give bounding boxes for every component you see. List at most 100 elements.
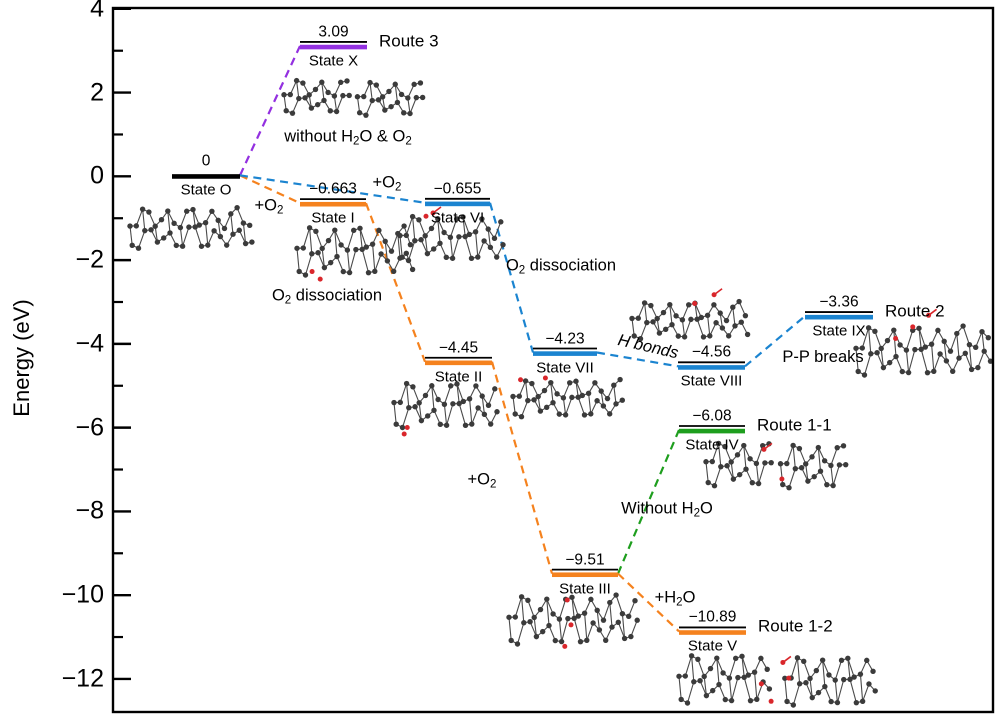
mol-state-viii-atom <box>744 331 751 338</box>
connector-i-to-ii <box>364 202 427 363</box>
mol-state-o-bond <box>205 222 209 246</box>
mol-state-viii-atom <box>673 313 679 319</box>
mol-state-vii-atom <box>562 412 569 418</box>
mol-state-x-atom <box>340 92 346 99</box>
mol-state-vii-atom <box>585 390 592 397</box>
mol-state-ii-atom <box>425 413 431 419</box>
mol-state-viii-atom <box>730 304 736 310</box>
mol-state-ix-atom <box>918 346 924 352</box>
mol-state-o-bond <box>137 230 146 249</box>
mol-state-vii-bond <box>518 380 527 397</box>
mol-state-x-atom <box>346 92 352 99</box>
mol-state-v-red-atom <box>758 681 764 687</box>
mol-state-v-atom <box>859 698 866 704</box>
mol-state-viii-atom <box>631 333 637 339</box>
mol-state-o-atom <box>217 233 224 240</box>
mol-state-ii-atom <box>485 402 492 408</box>
connector-viii-to-ix <box>744 315 806 368</box>
mol-state-ix-bond <box>868 327 872 354</box>
mol-state-iv-bond <box>830 447 838 466</box>
mol-state-v-atom <box>796 681 803 687</box>
mol-state-vi-bond <box>412 216 416 241</box>
mol-state-i-atom <box>365 269 372 276</box>
mol-state-iv-bond <box>743 445 747 470</box>
mol-state-x-atom <box>386 88 392 95</box>
mol-state-viii-red-atom <box>711 292 717 298</box>
mol-state-vi-atom <box>424 250 431 257</box>
mol-state-ii-bond <box>469 398 473 425</box>
mol-state-o-atom <box>196 222 202 228</box>
mol-state-v-bond <box>847 658 851 680</box>
mol-state-vii-atom <box>600 403 607 409</box>
mol-state-ix-atom <box>928 341 935 347</box>
mol-state-i-atom <box>363 244 369 250</box>
mol-state-ii-atom <box>406 405 412 411</box>
mol-state-ix-bond <box>920 349 929 373</box>
mol-state-i-bond <box>304 253 313 276</box>
mol-state-iv-red-atom <box>779 476 785 482</box>
mol-state-x-atom <box>356 110 363 116</box>
mol-state-v-atom <box>815 689 822 696</box>
mol-state-o-atom <box>177 224 184 231</box>
mol-state-viii-bond <box>639 322 648 339</box>
mol-state-iii-atom <box>569 594 575 600</box>
mol-state-v-atom <box>710 687 716 694</box>
mol-state-viii-atom <box>694 316 700 322</box>
mol-state-v-bond <box>836 679 845 703</box>
mol-state-iv-atom <box>780 481 786 488</box>
mol-state-ix-atom <box>956 355 962 361</box>
mol-state-vi-atom <box>475 254 481 260</box>
mol-state-vi-atom <box>431 246 437 252</box>
mol-state-vi-atom <box>435 216 441 222</box>
mol-state-v-atom <box>739 653 745 659</box>
mol-state-iv-atom <box>730 476 737 482</box>
mol-state-ix-atom <box>975 364 981 371</box>
plot-frame <box>111 6 995 714</box>
mol-state-iii-red-atom <box>564 597 570 603</box>
mol-state-x-atom <box>411 81 417 88</box>
mol-state-x-atom <box>361 93 367 100</box>
mol-state-v-atom <box>801 658 807 665</box>
mol-state-iii-bond <box>521 596 525 623</box>
mol-state-iii-bond <box>571 597 575 619</box>
mol-state-ix-atom <box>859 345 865 351</box>
mol-state-v-bond <box>728 658 737 679</box>
mol-state-o-atom <box>161 235 167 241</box>
mol-state-ii-atom <box>431 407 437 414</box>
mol-state-vi-atom <box>460 214 466 220</box>
mol-state-x-atom <box>319 79 325 85</box>
mol-state-i-red-atom <box>317 276 323 282</box>
mol-state-iv-atom <box>749 479 755 486</box>
mol-state-ii-atom <box>441 401 448 408</box>
mol-state-x-atom <box>401 110 407 116</box>
mol-state-i-bond <box>384 241 388 261</box>
mol-state-x-atom <box>392 81 398 87</box>
mol-state-vi-atom <box>481 238 487 244</box>
mol-state-v-atom <box>676 673 682 679</box>
mol-state-iii-bond <box>527 600 535 618</box>
mol-state-x-bond <box>409 97 417 114</box>
mol-state-viii-atom <box>675 333 681 339</box>
mol-state-iv-atom <box>805 478 811 484</box>
mol-state-i-bond <box>361 249 370 273</box>
mol-state-o-bond <box>129 226 133 246</box>
mol-state-ii-atom <box>435 396 441 403</box>
mol-state-v-bond <box>716 658 720 685</box>
mol-state-iii-bond <box>628 600 636 617</box>
mol-state-iv-atom <box>741 442 747 449</box>
mol-state-i-bond <box>315 231 323 249</box>
mol-state-v-atom <box>782 675 788 681</box>
mol-state-iv-red-atom <box>761 446 767 452</box>
mol-state-iii-atom <box>584 637 590 643</box>
mol-state-iii-atom <box>619 610 626 617</box>
mol-state-v-bond <box>790 657 798 679</box>
mol-state-iii-atom <box>514 641 521 647</box>
mol-state-o-atom <box>242 240 249 247</box>
mol-state-viii-bond <box>681 319 686 337</box>
level-bar-state-viii <box>678 365 745 370</box>
mol-state-ix-atom <box>922 344 928 350</box>
mol-state-iii-atom <box>571 615 577 621</box>
mol-state-viii-atom <box>635 315 641 321</box>
mol-state-ii-bond <box>443 404 448 426</box>
